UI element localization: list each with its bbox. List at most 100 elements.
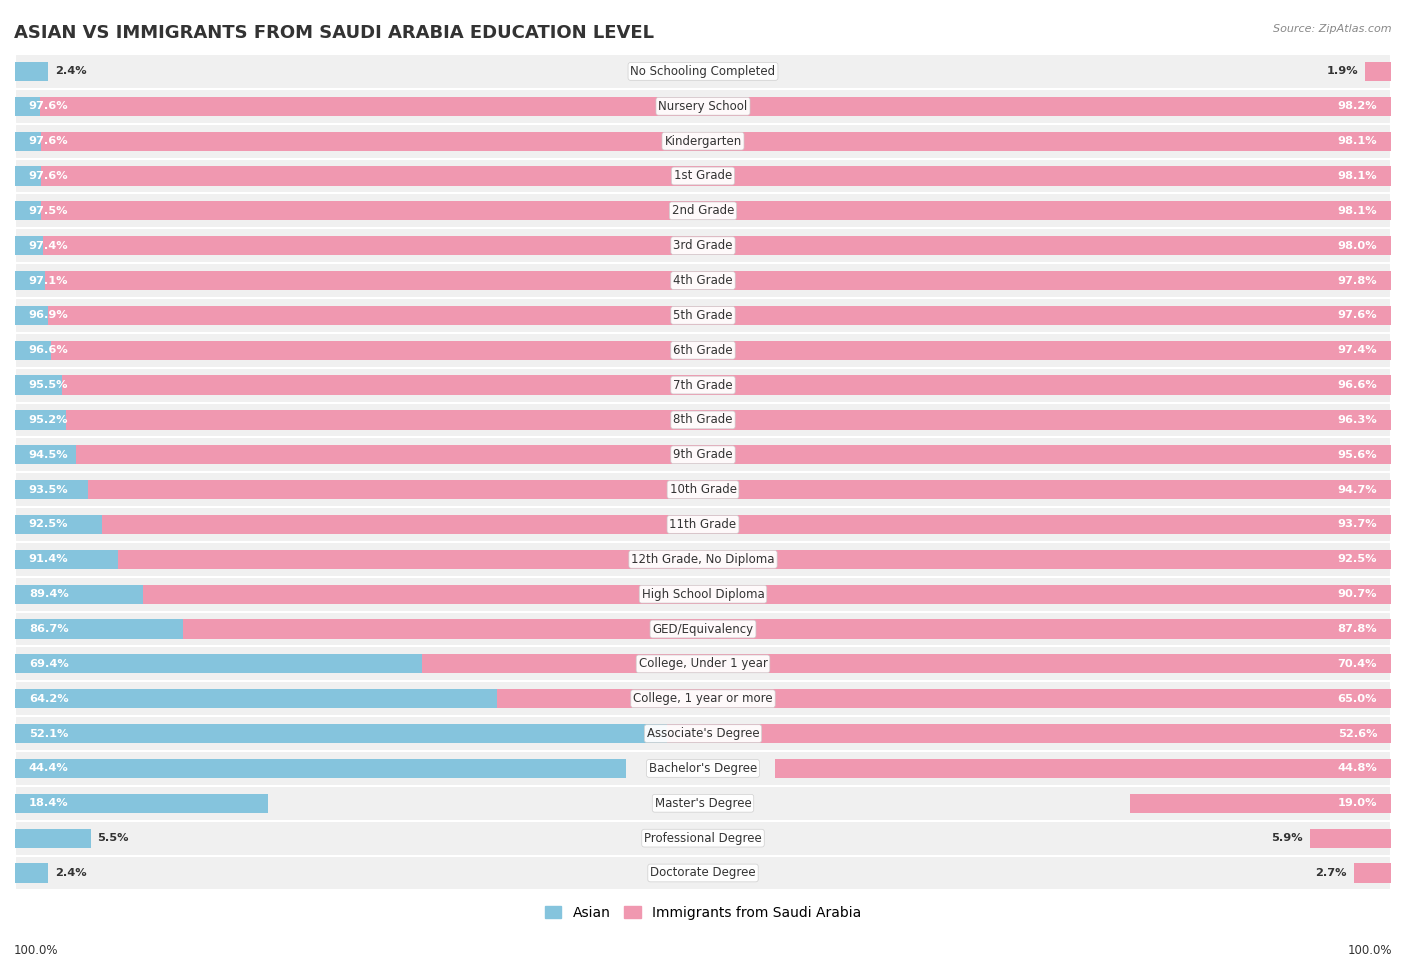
Text: Doctorate Degree: Doctorate Degree xyxy=(650,867,756,879)
Bar xyxy=(1310,829,1391,847)
Bar xyxy=(15,619,1208,639)
Text: 86.7%: 86.7% xyxy=(28,624,69,634)
Text: 97.4%: 97.4% xyxy=(1337,345,1378,355)
Bar xyxy=(1365,61,1391,81)
Text: 19.0%: 19.0% xyxy=(1337,799,1378,808)
Bar xyxy=(15,201,1357,220)
Bar xyxy=(15,864,48,882)
Text: 100.0%: 100.0% xyxy=(1347,945,1392,957)
Text: 9th Grade: 9th Grade xyxy=(673,448,733,461)
Text: 44.8%: 44.8% xyxy=(1337,763,1378,773)
Bar xyxy=(15,97,1358,116)
Bar xyxy=(15,446,1316,464)
Text: Professional Degree: Professional Degree xyxy=(644,832,762,844)
Bar xyxy=(41,167,1391,185)
Text: 5.5%: 5.5% xyxy=(97,833,129,843)
Text: 87.8%: 87.8% xyxy=(1337,624,1378,634)
Bar xyxy=(41,201,1391,220)
Bar xyxy=(101,515,1391,534)
Text: 98.0%: 98.0% xyxy=(1337,241,1378,251)
Text: 1st Grade: 1st Grade xyxy=(673,170,733,182)
Bar xyxy=(15,682,1391,717)
Bar xyxy=(15,751,1391,786)
Bar xyxy=(15,54,1391,89)
Text: 5.9%: 5.9% xyxy=(1271,833,1303,843)
Bar xyxy=(15,855,1391,890)
Bar xyxy=(15,759,626,778)
Bar xyxy=(775,759,1391,778)
Text: 2nd Grade: 2nd Grade xyxy=(672,205,734,217)
Text: GED/Equivalency: GED/Equivalency xyxy=(652,622,754,636)
Bar xyxy=(496,689,1391,708)
Bar xyxy=(41,132,1391,151)
Text: 7th Grade: 7th Grade xyxy=(673,378,733,392)
Bar xyxy=(42,236,1391,255)
Bar xyxy=(668,724,1391,743)
Text: 98.1%: 98.1% xyxy=(1337,171,1378,181)
Text: 69.4%: 69.4% xyxy=(28,659,69,669)
Text: 96.6%: 96.6% xyxy=(1337,380,1378,390)
Bar xyxy=(118,550,1391,569)
Text: 97.6%: 97.6% xyxy=(28,101,69,111)
Bar xyxy=(15,368,1391,403)
Bar xyxy=(15,193,1391,228)
Text: 2.4%: 2.4% xyxy=(55,868,87,878)
Text: 89.4%: 89.4% xyxy=(28,589,69,600)
Text: 98.1%: 98.1% xyxy=(1337,136,1378,146)
Bar xyxy=(15,61,48,81)
Legend: Asian, Immigrants from Saudi Arabia: Asian, Immigrants from Saudi Arabia xyxy=(538,900,868,925)
Text: 95.2%: 95.2% xyxy=(28,415,69,425)
Bar xyxy=(15,550,1272,569)
Bar xyxy=(1354,864,1391,882)
Bar xyxy=(15,263,1391,298)
Text: College, Under 1 year: College, Under 1 year xyxy=(638,657,768,671)
Text: Kindergarten: Kindergarten xyxy=(665,135,741,147)
Text: 97.4%: 97.4% xyxy=(28,241,69,251)
Text: 96.6%: 96.6% xyxy=(28,345,69,355)
Text: 18.4%: 18.4% xyxy=(28,799,69,808)
Bar xyxy=(183,619,1391,639)
Text: High School Diploma: High School Diploma xyxy=(641,588,765,601)
Text: 64.2%: 64.2% xyxy=(28,694,69,704)
Bar xyxy=(1129,794,1391,813)
Bar xyxy=(15,167,1358,185)
Bar xyxy=(15,794,269,813)
Text: 97.6%: 97.6% xyxy=(28,136,69,146)
Bar xyxy=(66,410,1391,430)
Bar xyxy=(15,654,970,674)
Bar xyxy=(15,542,1391,577)
Bar xyxy=(15,585,1246,604)
Text: ASIAN VS IMMIGRANTS FROM SAUDI ARABIA EDUCATION LEVEL: ASIAN VS IMMIGRANTS FROM SAUDI ARABIA ED… xyxy=(14,24,654,42)
Text: 2.4%: 2.4% xyxy=(55,66,87,76)
Bar xyxy=(15,829,90,847)
Text: 3rd Grade: 3rd Grade xyxy=(673,239,733,253)
Bar xyxy=(15,298,1391,332)
Text: 97.1%: 97.1% xyxy=(28,276,69,286)
Text: Associate's Degree: Associate's Degree xyxy=(647,727,759,740)
Bar xyxy=(15,689,898,708)
Text: 97.5%: 97.5% xyxy=(28,206,69,215)
Bar xyxy=(51,340,1391,360)
Text: 8th Grade: 8th Grade xyxy=(673,413,733,426)
Bar xyxy=(143,585,1391,604)
Text: 52.6%: 52.6% xyxy=(1337,728,1378,739)
Text: 96.3%: 96.3% xyxy=(1337,415,1378,425)
Text: 96.9%: 96.9% xyxy=(28,310,69,321)
Bar xyxy=(15,132,1358,151)
Bar xyxy=(15,403,1391,438)
Text: 98.2%: 98.2% xyxy=(1337,101,1378,111)
Text: 93.5%: 93.5% xyxy=(28,485,69,494)
Text: 44.4%: 44.4% xyxy=(28,763,69,773)
Text: 93.7%: 93.7% xyxy=(1337,520,1378,529)
Text: Source: ZipAtlas.com: Source: ZipAtlas.com xyxy=(1274,24,1392,34)
Text: 11th Grade: 11th Grade xyxy=(669,518,737,531)
Bar xyxy=(15,228,1391,263)
Text: 92.5%: 92.5% xyxy=(1337,555,1378,565)
Bar xyxy=(15,646,1391,682)
Text: 5th Grade: 5th Grade xyxy=(673,309,733,322)
Text: Bachelor's Degree: Bachelor's Degree xyxy=(650,761,756,775)
Text: 90.7%: 90.7% xyxy=(1337,589,1378,600)
Text: 12th Grade, No Diploma: 12th Grade, No Diploma xyxy=(631,553,775,566)
Bar xyxy=(15,340,1344,360)
Text: 52.1%: 52.1% xyxy=(28,728,67,739)
